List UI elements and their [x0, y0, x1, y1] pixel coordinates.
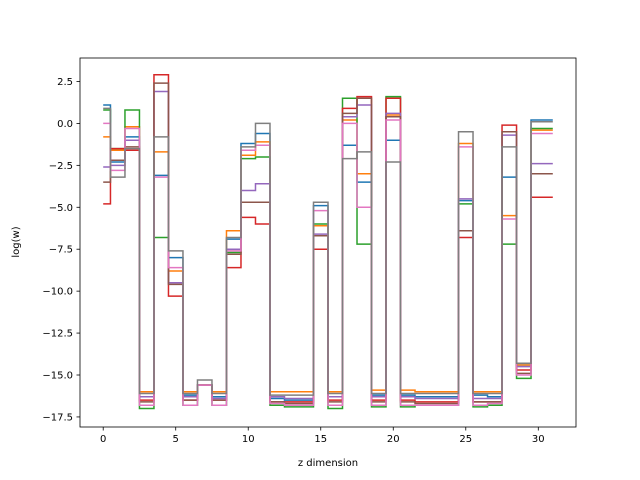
y-tick-label: −15.0: [42, 371, 73, 382]
y-axis-label: log(w): [11, 226, 22, 257]
x-tick-label: 5: [173, 434, 179, 445]
x-tick-label: 10: [242, 434, 255, 445]
series-line-8: [103, 107, 553, 396]
y-tick-label: −10.0: [42, 287, 73, 298]
x-tick-label: 30: [532, 434, 545, 445]
y-tick-label: −2.5: [49, 161, 73, 172]
y-tick-label: 0.0: [57, 119, 73, 130]
x-tick-label: 15: [314, 434, 327, 445]
series-layer: [103, 74, 553, 410]
x-tick-label: 20: [387, 434, 400, 445]
y-tick-label: −7.5: [49, 245, 73, 256]
y-tick-label: −17.5: [42, 412, 73, 423]
x-tick-label: 25: [459, 434, 472, 445]
y-tick-label: −12.5: [42, 329, 73, 340]
x-tick-label: 0: [100, 434, 106, 445]
axes-layer: 0 5 10 15 20 25 30 2.5 0.0 −2.5 −5.0 −7.5 −10.0 −12.5…: [42, 57, 577, 445]
plot-frame: [79, 57, 577, 428]
y-tick-label: 2.5: [57, 77, 73, 88]
y-tick-label: −5.0: [49, 203, 73, 214]
x-axis-label: z dimension: [298, 458, 358, 469]
